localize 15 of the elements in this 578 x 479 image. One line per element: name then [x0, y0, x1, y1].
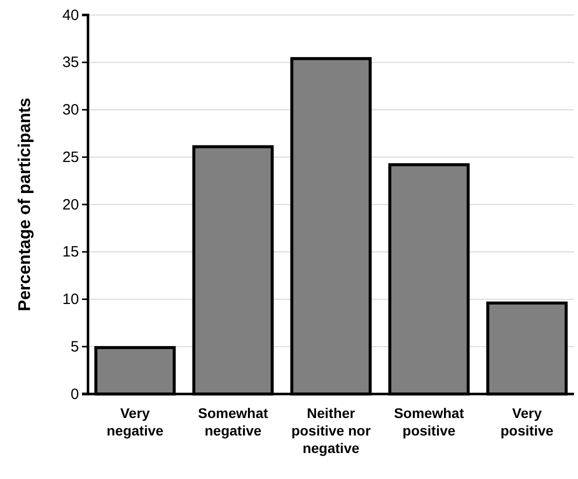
x-tick-label: Very positive	[500, 405, 554, 438]
y-tick-label: 30	[62, 102, 79, 119]
x-tick-label: Neither positive nor negative	[291, 405, 372, 456]
x-tick-label: Very negative	[106, 405, 164, 438]
y-tick-label: 40	[62, 6, 79, 24]
y-tick-label: 10	[62, 291, 79, 308]
y-tick-label: 25	[62, 148, 79, 166]
x-tick-label: Somewhat negative	[198, 405, 268, 438]
y-axis-title: Percentage of participants	[15, 98, 34, 312]
y-tick-label: 35	[62, 54, 79, 72]
y-tick-label: 20	[62, 196, 79, 214]
y-tick-label: 5	[70, 338, 79, 356]
y-tick-label: 15	[62, 244, 79, 261]
y-tick-label: 0	[70, 386, 79, 403]
x-tick-label: Somewhat positive	[394, 405, 464, 438]
